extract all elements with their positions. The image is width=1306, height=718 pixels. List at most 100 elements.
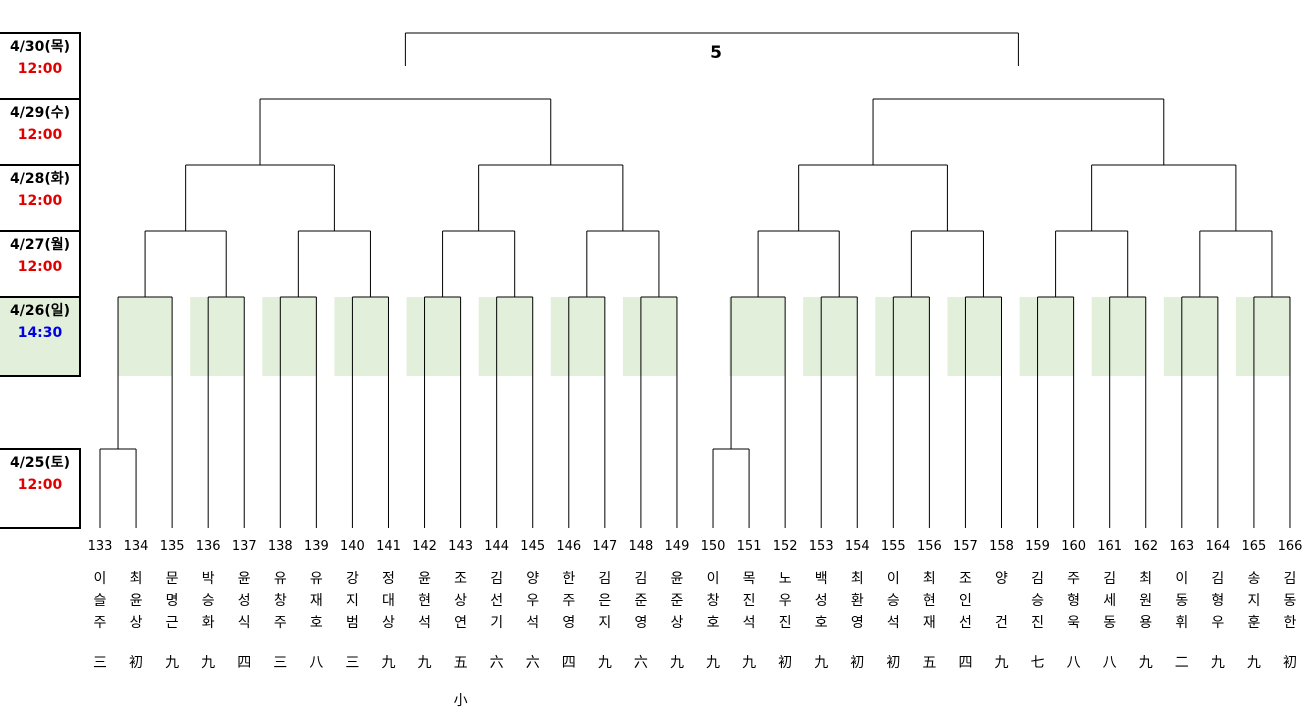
player-rank: 初: [129, 654, 143, 671]
player-number: 137: [232, 539, 257, 554]
player-name-char: 창: [274, 593, 287, 609]
player-140: 140 강지범 三: [340, 539, 365, 671]
player-rank: 九: [418, 655, 432, 671]
player-name-char: 현: [923, 593, 936, 609]
player-148: 148 김준영 六: [628, 539, 653, 671]
match-band-4: [406, 297, 461, 376]
match-band-0: [118, 297, 173, 376]
match-band-7: [622, 297, 677, 376]
player-number: 135: [160, 539, 185, 554]
player-149: 149 윤준상 九: [665, 539, 690, 671]
player-name-char: 용: [1139, 615, 1152, 631]
player-name-char: 이: [94, 571, 107, 587]
player-name-char: 우: [779, 593, 792, 609]
player-name-char: 범: [346, 615, 359, 631]
player-name-char: 문: [166, 571, 179, 587]
player-name-char: 승: [202, 593, 215, 609]
player-136: 136 박승화 九: [196, 539, 221, 671]
player-152: 152 노우진 初: [773, 539, 798, 671]
player-name-char: 승: [887, 593, 900, 609]
player-name-char: 김: [1211, 571, 1224, 587]
player-name-char: 노: [779, 571, 792, 587]
player-name-char: 최: [851, 571, 864, 587]
player-rank: 三: [93, 655, 107, 671]
player-rank: 九: [598, 655, 612, 671]
round-time: 12:00: [18, 193, 63, 209]
round-time: 12:00: [18, 259, 63, 275]
player-name-char: 정: [382, 571, 395, 587]
player-name-char: 석: [526, 615, 539, 631]
player-number: 161: [1097, 539, 1122, 554]
player-name-char: 인: [959, 593, 972, 609]
player-number: 148: [628, 539, 653, 554]
player-number: 138: [268, 539, 293, 554]
player-number: 165: [1242, 539, 1267, 554]
player-146: 146 한주영 四: [556, 539, 581, 671]
round-time: 12:00: [18, 61, 63, 77]
player-number: 134: [124, 539, 149, 554]
player-rank: 九: [1247, 655, 1261, 671]
player-137: 137 윤성식 四: [232, 539, 257, 671]
player-name-char: 최: [1139, 571, 1152, 587]
round-box: [0, 296, 81, 377]
player-name-char: 형: [1211, 593, 1224, 609]
player-name-char: 최: [923, 571, 936, 587]
player-rank: 八: [309, 655, 323, 671]
match-band-10: [875, 297, 930, 376]
player-143: 143 조상연 五小: [448, 539, 473, 709]
round-2: 4/28(화) 12:00: [0, 164, 81, 232]
player-rank: 四: [562, 655, 576, 671]
player-rank: 九: [201, 655, 215, 671]
round-highlight: [0, 297, 80, 376]
bracket-lines: [99, 32, 1291, 528]
player-number: 163: [1169, 539, 1194, 554]
player-rank: 六: [634, 655, 648, 671]
player-name-char: 목: [743, 571, 756, 587]
player-rank: 九: [381, 655, 395, 671]
player-rank: 二: [1175, 655, 1189, 671]
player-rank: 五: [454, 655, 468, 671]
round-0: 4/30(목) 12:00: [0, 32, 81, 100]
round-date: 4/28(화): [10, 171, 70, 187]
player-name-char: 윤: [130, 593, 143, 609]
player-name-char: 진: [743, 593, 756, 609]
player-name-char: 김: [1031, 571, 1044, 587]
match-band-6: [550, 297, 605, 376]
player-name-char: 환: [851, 593, 864, 609]
player-rank: 八: [1067, 655, 1081, 671]
player-number: 159: [1025, 539, 1050, 554]
player-name-char: 창: [707, 593, 720, 609]
player-name-char: 명: [166, 593, 179, 609]
player-name-char: 최: [130, 571, 143, 587]
player-name-char: 욱: [1067, 615, 1080, 631]
player-number: 139: [304, 539, 329, 554]
round-4: 4/26(일) 14:30: [0, 296, 81, 377]
player-name-char: 김: [598, 571, 611, 587]
player-name-char: 상: [454, 593, 467, 609]
player-name-char: 지: [346, 593, 359, 609]
player-name-char: 은: [598, 593, 611, 609]
player-name-char: 이: [707, 571, 720, 587]
player-number: 162: [1133, 539, 1158, 554]
player-rank: 初: [1283, 654, 1297, 671]
player-rank: 七: [1031, 655, 1045, 671]
player-name-char: 송: [1247, 571, 1260, 587]
player-name-char: 성: [815, 593, 828, 609]
player-rank: 六: [490, 655, 504, 671]
round-3: 4/27(월) 12:00: [0, 230, 81, 298]
player-155: 155 이승석 初: [881, 539, 906, 671]
player-rank: 初: [778, 654, 792, 671]
player-150: 150 이창호 九: [701, 539, 726, 671]
player-rank: 初: [850, 654, 864, 671]
player-name-char: 현: [418, 593, 431, 609]
player-name-char: 한: [562, 571, 575, 587]
match-band-3: [334, 297, 389, 376]
player-162: 162 최원용 九: [1133, 539, 1158, 671]
player-note: 小: [454, 693, 468, 709]
player-160: 160 주형욱 八: [1061, 539, 1086, 671]
player-name-char: 영: [562, 615, 575, 631]
player-number: 133: [88, 539, 113, 554]
player-133: 133 이슬주 三: [88, 539, 113, 671]
player-name-char: 강: [346, 571, 359, 587]
